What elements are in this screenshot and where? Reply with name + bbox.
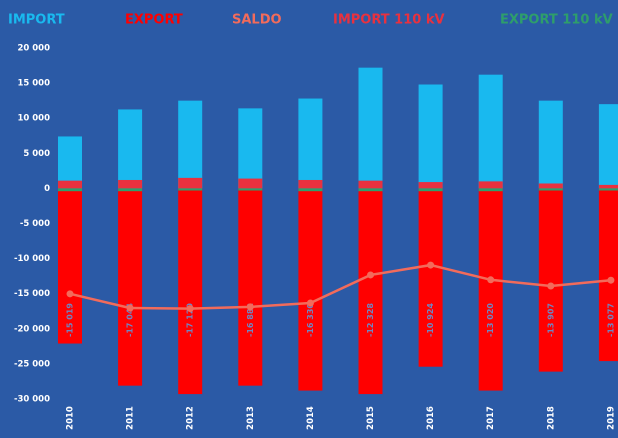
bar [118,188,143,386]
line-point [66,290,74,298]
bar [358,67,383,189]
bar [598,188,618,191]
line-point [367,271,374,279]
y-tick-label: -20 000 [14,324,50,334]
x-tick-label: 2012 [186,406,196,430]
bar [58,188,82,344]
data-label: -13 020 [486,303,495,337]
bar [238,108,263,189]
x-tick-label: 2011 [126,406,136,430]
y-tick-label: 5 000 [23,149,50,159]
x-tick-label: 2018 [546,406,556,430]
data-label: -13 077 [606,303,615,337]
x-tick-label: 2019 [606,406,616,430]
line-point [607,276,615,284]
y-tick-label: 15 000 [17,79,50,89]
bar [538,100,563,189]
bar [178,188,203,191]
data-label: -16 882 [246,303,255,337]
bar [58,136,82,189]
bar [538,188,563,191]
bar [478,188,503,391]
bar [358,188,383,192]
bar [58,180,82,189]
x-tick-label: 2017 [486,406,496,430]
legend-label: IMPORT [8,13,65,28]
bar [598,188,618,362]
bar [538,183,563,189]
y-tick-label: -10 000 [14,254,50,264]
bar [418,84,443,189]
line-point [306,299,314,307]
bar [178,188,203,395]
line-point [186,305,194,313]
data-label: -17 120 [186,303,195,337]
bar [598,184,618,189]
y-tick-label: -15 000 [14,289,50,299]
x-tick-label: 2013 [246,406,256,430]
x-tick-label: 2015 [366,406,376,430]
x-tick-label: 2014 [306,406,316,430]
y-tick-label: -30 000 [14,395,50,405]
data-label: -13 907 [546,303,555,337]
bar [418,188,443,367]
data-label: -16 330 [306,303,315,337]
legend-label: EXPORT [125,13,183,28]
line-point [427,261,435,269]
bar [58,188,82,192]
bar [538,188,563,372]
line-point [246,303,254,311]
data-label: -12 328 [366,303,375,337]
line [69,263,612,310]
bar [478,74,503,189]
bar [238,188,263,386]
bar [418,182,443,189]
bar [358,188,383,395]
bar [298,188,323,192]
bar [238,178,263,189]
y-tick-label: 0 [44,184,50,194]
bar [298,179,323,189]
bar [478,188,503,192]
line-point [487,276,495,284]
line-point [126,304,134,312]
y-tick-label: -5 000 [20,219,50,229]
y-tick-label: 20 000 [17,44,50,54]
bar [178,100,203,189]
bar [418,188,443,192]
y-tick-label: 10 000 [17,114,50,124]
line-point [547,282,555,290]
bar [598,104,618,189]
bar [358,180,383,189]
legend-label: IMPORT 110 kV [333,13,445,28]
bar [478,181,503,189]
bar [118,188,143,192]
x-tick-label: 2010 [66,406,76,430]
data-label: -10 924 [426,303,435,337]
x-tick-label: 2016 [426,406,436,430]
bar [178,177,203,189]
data-label: -15 019 [66,303,75,337]
bar [118,109,143,189]
bar [238,188,263,191]
legend-label: SALDO [232,13,282,28]
bar [298,98,323,189]
legend-label: EXPORT 110 kV [500,13,613,28]
bar [298,188,323,391]
bar [118,179,143,189]
y-tick-label: -25 000 [14,359,50,369]
data-label: -17 044 [126,303,135,337]
